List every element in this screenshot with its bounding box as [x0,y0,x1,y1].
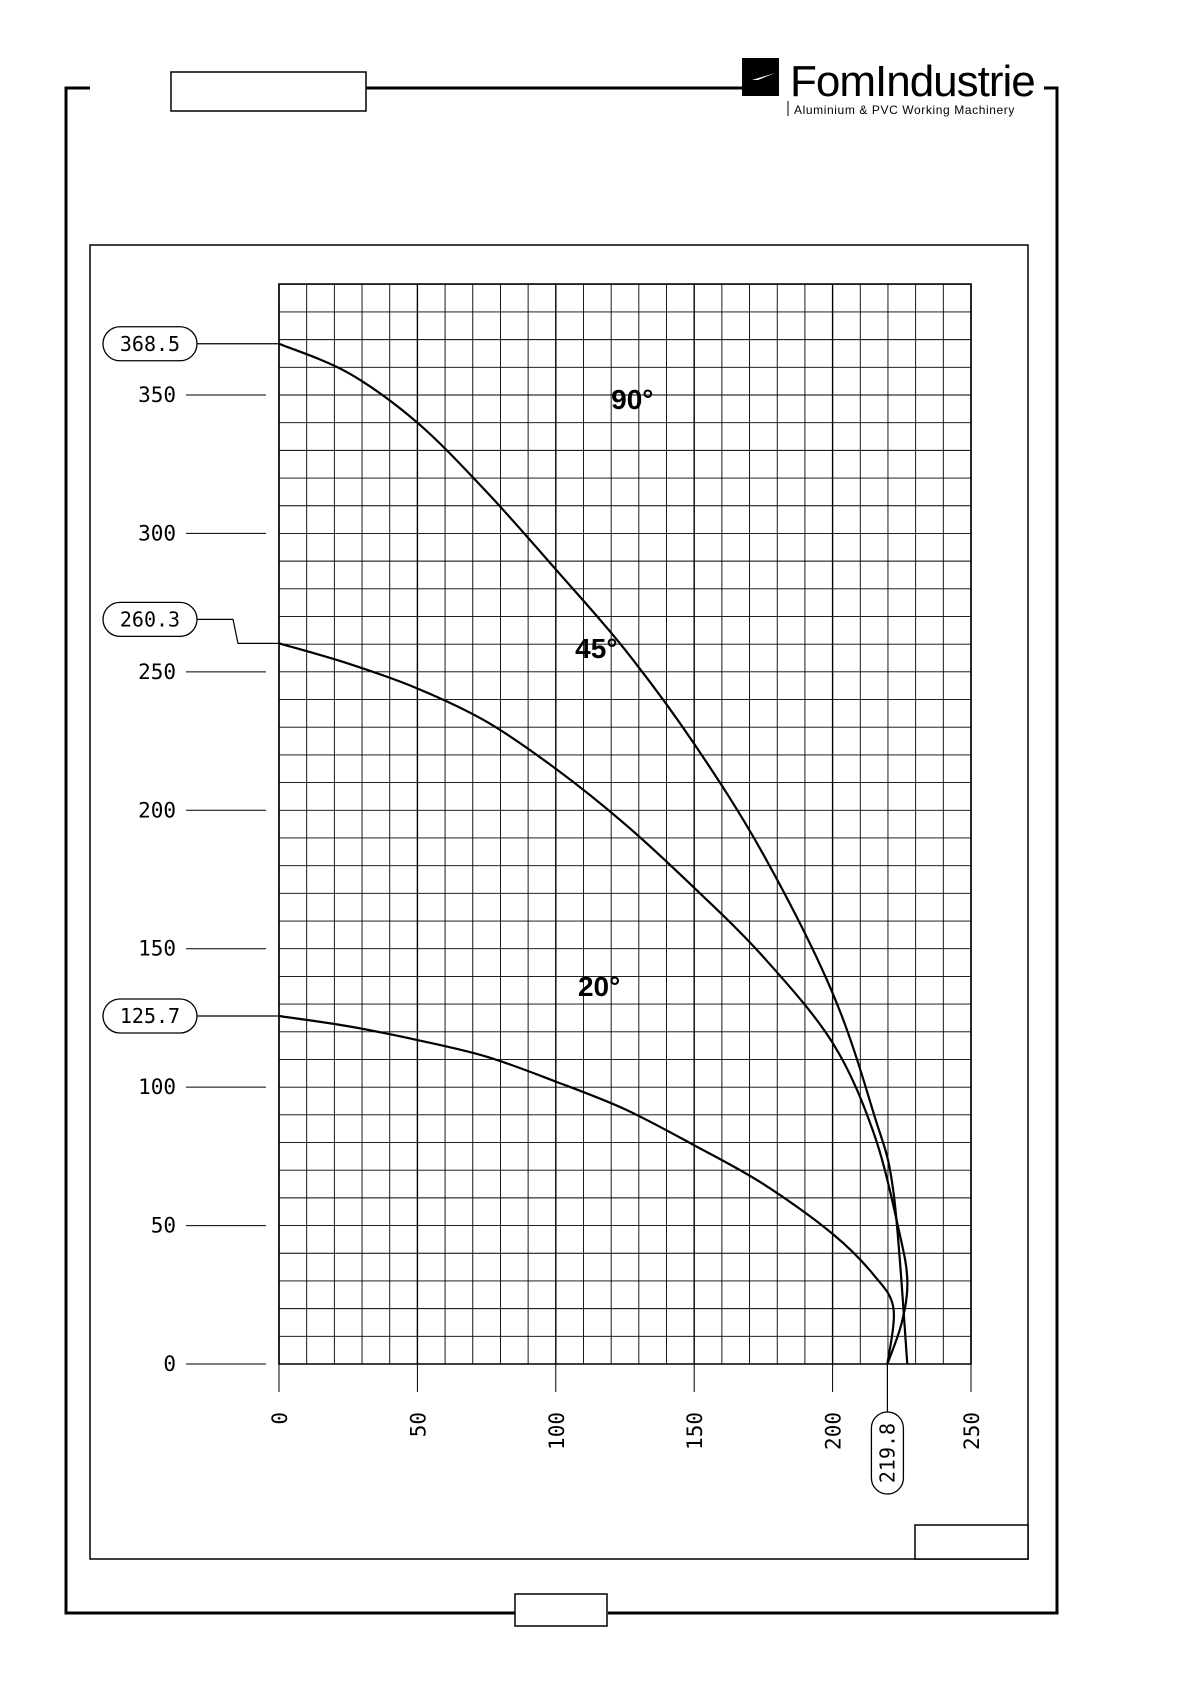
x-tick-label: 200 [822,1412,846,1450]
brand-logo: FomIndustrie Aluminium & PVC Working Mac… [742,57,1036,117]
x-value-callout-text: 219.8 [875,1423,899,1483]
brand-name: FomIndustrie [790,57,1035,106]
title-box [170,71,367,112]
y-tick-label: 350 [138,383,176,407]
logo-swoosh [752,73,775,80]
series-curve [278,342,909,1365]
logo-mark [742,58,779,96]
series-label: 45° [575,633,617,664]
y-tick-label: 200 [138,798,176,822]
chart-series [278,342,909,1365]
y-value-callout-text: 368.5 [120,332,180,356]
chart-axes: 0 50 100 150 200 250 300 350 0 50 100 150 200 250 [138,383,984,1450]
corner-box [914,1524,1029,1560]
series-label: 90° [611,384,653,415]
y-tick-label: 50 [151,1214,176,1238]
series-curve [278,642,909,1365]
y-value-callout-leader [197,618,279,644]
y-value-callout-text: 260.3 [120,607,180,631]
y-tick-label: 150 [138,937,176,961]
y-value-callout-text: 125.7 [120,1004,180,1028]
y-tick-label: 250 [138,660,176,684]
x-tick-label: 50 [406,1412,430,1437]
chart-labels: 90° 45° 20° 368.5 260.3 125.7 219.8 [102,326,905,1495]
x-tick-label: 100 [545,1412,569,1450]
chart-grid [278,283,972,1365]
series-label: 20° [578,971,620,1002]
brand-tagline: Aluminium & PVC Working Machinery [794,103,1015,117]
x-tick-label: 250 [960,1412,984,1450]
y-tick-label: 100 [138,1075,176,1099]
y-tick-label: 300 [138,521,176,545]
page-frame [64,86,1059,1615]
x-tick-label: 150 [683,1412,707,1450]
page-number-box [514,1593,608,1627]
plot-area-border [278,283,972,1365]
series-curve [278,1014,896,1365]
x-value-callout [870,1411,905,1495]
drawing-frame [89,244,1029,1560]
y-tick-label: 0 [163,1352,176,1376]
x-tick-label: 0 [268,1412,292,1425]
